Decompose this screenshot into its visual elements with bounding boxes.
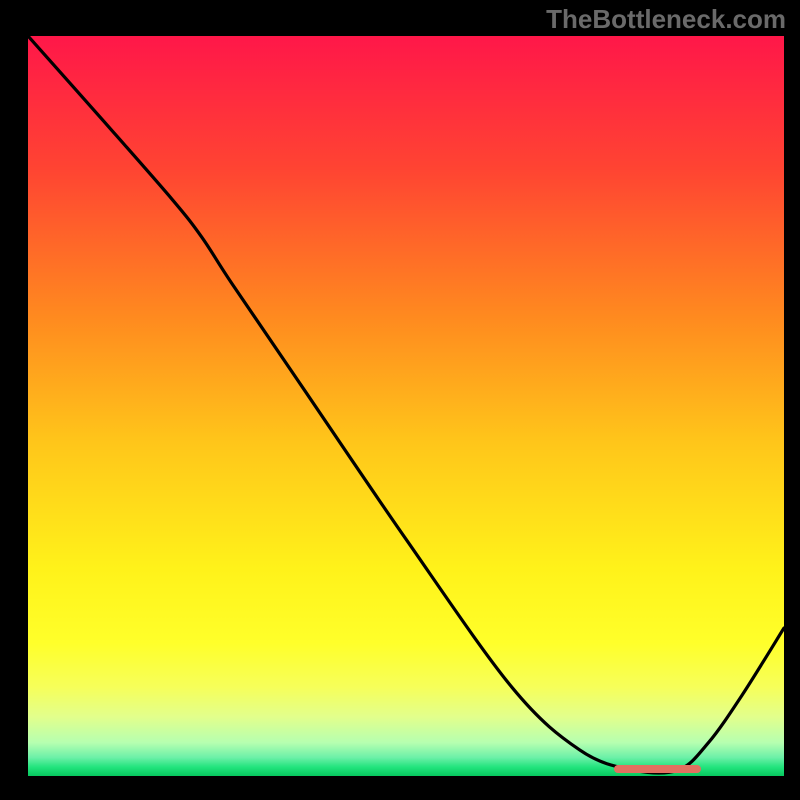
chart-area xyxy=(28,36,784,776)
bottleneck-curve xyxy=(28,36,784,776)
bottleneck-marker xyxy=(614,765,701,773)
watermark-label: TheBottleneck.com xyxy=(546,4,786,35)
